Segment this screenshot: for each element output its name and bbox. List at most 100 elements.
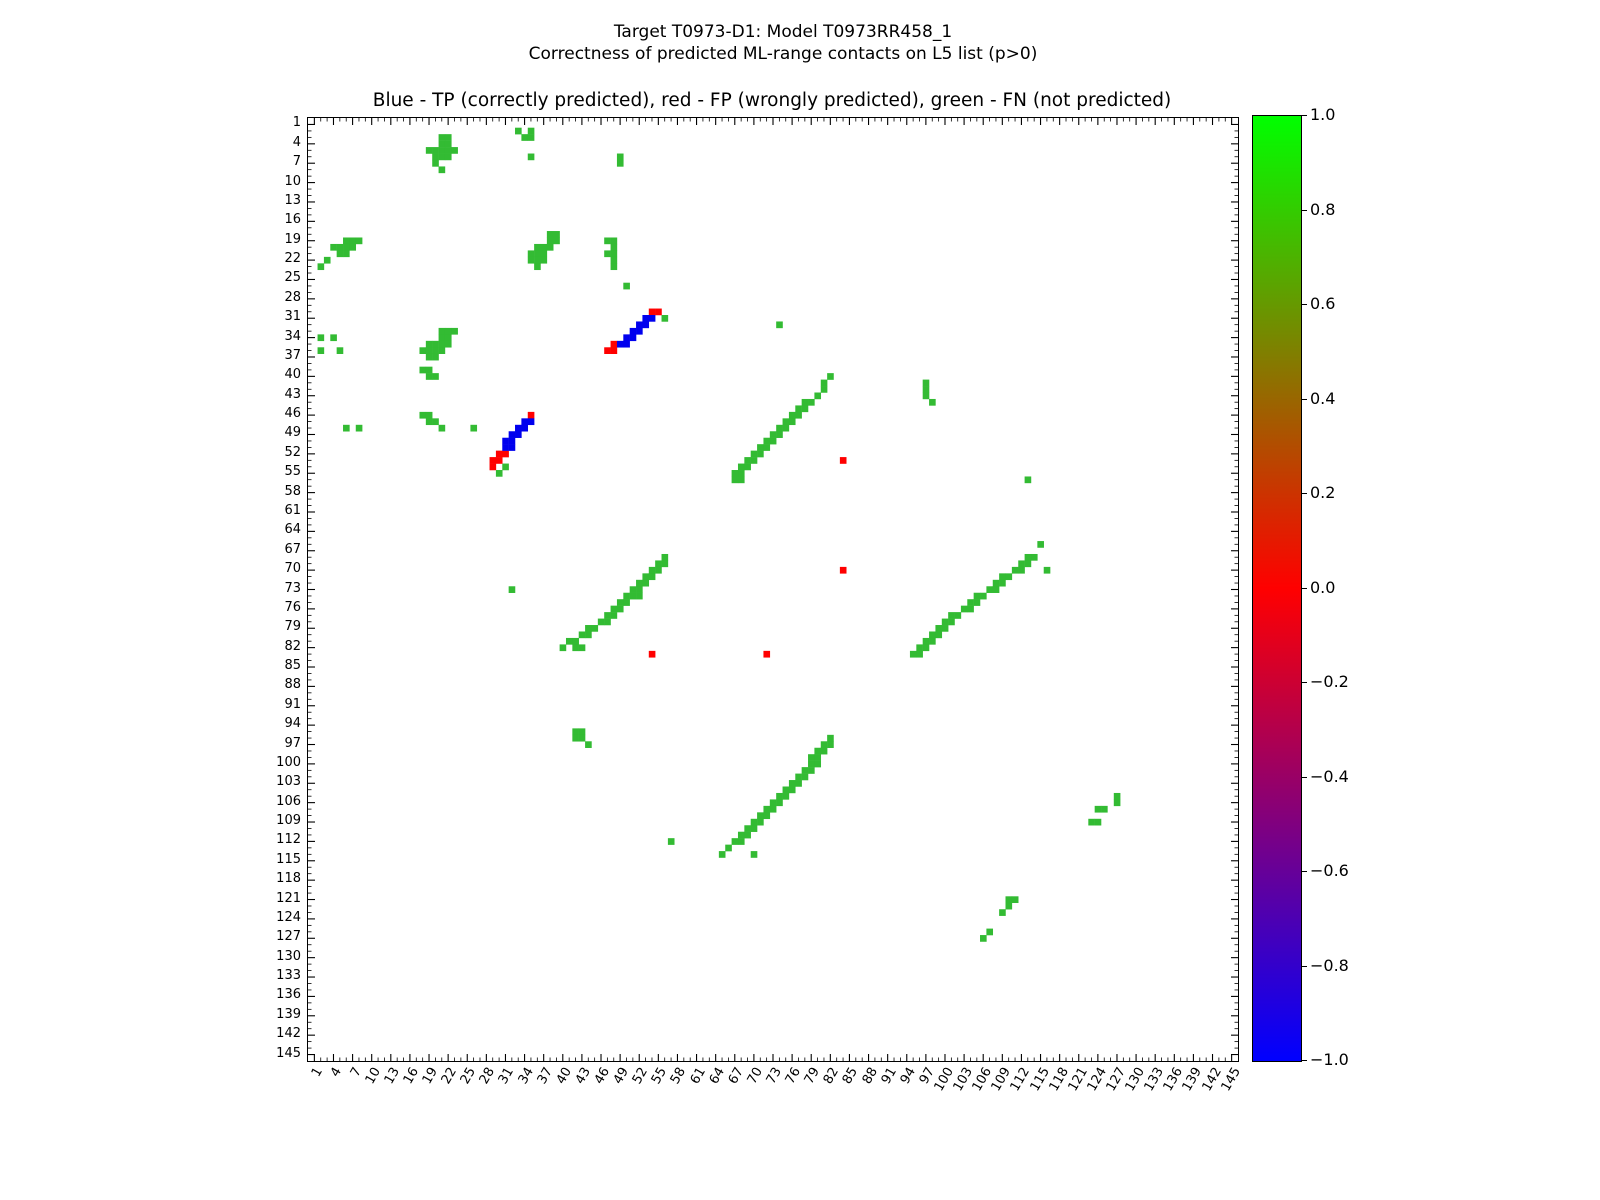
- contact-cell-fn: [814, 392, 822, 400]
- contact-cell-fn: [515, 127, 522, 135]
- contact-cell-fn: [922, 386, 930, 393]
- contact-cell-fn: [973, 599, 981, 606]
- contact-cell-fn: [648, 573, 656, 581]
- contact-cell-fn: [808, 760, 815, 768]
- contact-cell-fn: [585, 625, 592, 632]
- contact-cell-tp: [629, 327, 637, 335]
- y-tick-label: 10: [284, 173, 301, 189]
- y-tick-label: 37: [284, 347, 301, 363]
- y-tick-label: 64: [284, 522, 301, 538]
- contact-cell-fn: [655, 560, 662, 568]
- y-tick-label: 25: [284, 270, 301, 286]
- contact-cell-fn: [820, 379, 828, 387]
- y-tick-label: 49: [284, 425, 301, 441]
- contact-cell-fn: [540, 250, 548, 258]
- contact-cell-fn: [610, 612, 618, 619]
- contact-cell-fn: [642, 573, 650, 581]
- y-tick-label: 85: [284, 658, 301, 673]
- y-tick-label: 124: [276, 909, 301, 925]
- contact-cell-fn: [578, 734, 586, 742]
- contact-cell-fn: [750, 851, 758, 858]
- contact-cell-fn: [616, 605, 624, 613]
- contact-cell-fn: [604, 612, 611, 619]
- colorbar-tick-label: 1.0: [1310, 105, 1336, 124]
- contact-cell-fn: [444, 334, 452, 342]
- colorbar-tick-label: −1.0: [1310, 1050, 1349, 1069]
- contact-cell-fn: [986, 928, 994, 936]
- contact-cell-fn: [629, 592, 637, 600]
- contact-cell-fn: [438, 153, 446, 161]
- contact-cell-fp: [648, 650, 656, 658]
- contact-cell-fn: [801, 767, 809, 774]
- contact-cell-fn: [623, 592, 630, 600]
- colorbar-tick: [1301, 587, 1307, 589]
- contact-cell-fn: [827, 373, 834, 380]
- y-tick-label: 112: [276, 832, 301, 848]
- contact-cell-fn: [330, 243, 337, 251]
- contact-cell-fn: [948, 618, 955, 626]
- contact-cell-fn: [757, 450, 764, 458]
- y-tick-label: 19: [284, 231, 301, 247]
- contact-cell-fn: [1011, 896, 1019, 904]
- contact-cell-fn: [629, 586, 637, 593]
- y-tick-label: 136: [276, 987, 301, 1003]
- contact-cell-fp: [495, 457, 503, 464]
- contact-cell-fn: [788, 411, 796, 419]
- contact-cell-fn: [438, 140, 446, 148]
- contact-cell-fn: [750, 450, 758, 458]
- contact-cell-fn: [744, 831, 751, 839]
- contact-cell-fn: [744, 825, 751, 832]
- contact-cell-fn: [432, 153, 439, 161]
- y-tick-label: 40: [284, 367, 301, 383]
- contact-cell-fn: [438, 166, 446, 174]
- y-tick-label: 133: [276, 968, 301, 984]
- contact-cell-tp: [648, 315, 656, 322]
- contact-cell-fn: [788, 780, 796, 787]
- contact-cell-fn: [808, 754, 815, 761]
- contact-cell-tp: [636, 321, 643, 329]
- y-tick-label: 106: [276, 793, 301, 809]
- contact-cell-fn: [1043, 566, 1051, 574]
- contact-cell-fn: [967, 599, 974, 606]
- contact-cell-fn: [604, 250, 611, 258]
- contact-cell-fn: [616, 159, 624, 167]
- y-tick-label: 34: [284, 328, 301, 344]
- contact-cell-fn: [935, 631, 943, 639]
- contact-cell-fn: [737, 476, 745, 484]
- contact-cell-fn: [980, 935, 987, 942]
- contact-cell-fn: [578, 644, 586, 652]
- contact-cell-fn: [820, 741, 828, 748]
- contact-cell-fn: [546, 243, 554, 251]
- contact-cell-fn: [986, 586, 994, 593]
- contact-cell-fn: [343, 424, 350, 432]
- contact-cell-fn: [610, 256, 618, 264]
- contact-cell-fn: [597, 618, 605, 626]
- contact-cell-fn: [343, 243, 350, 251]
- contact-cell-fn: [1088, 818, 1095, 826]
- contact-cell-fn: [349, 237, 357, 245]
- contact-cell-tp: [508, 431, 516, 438]
- contact-cell-tp: [623, 340, 630, 348]
- contact-cell-fn: [999, 573, 1006, 581]
- colorbar-tick: [1301, 871, 1307, 872]
- contact-cell-fn: [1113, 799, 1121, 807]
- contact-cell-fn: [776, 321, 783, 329]
- contact-cell-fn: [527, 250, 535, 258]
- contact-cell-fn: [992, 586, 1000, 593]
- colorbar-tick-label: −0.2: [1310, 672, 1349, 691]
- colorbar-tick-label: 0.4: [1310, 388, 1336, 408]
- contact-cell-fn: [1101, 805, 1108, 813]
- contact-cell-fn: [1094, 805, 1102, 813]
- contact-cell-fn: [527, 134, 535, 141]
- y-tick-label: 145: [276, 1045, 301, 1061]
- contact-cell-fn: [757, 818, 764, 826]
- y-tick-label: 82: [284, 638, 301, 654]
- contact-cell-fn: [763, 444, 771, 451]
- contact-cell-fn: [444, 140, 452, 148]
- contact-cell-fn: [432, 147, 439, 154]
- contact-cell-fn: [444, 340, 452, 348]
- colorbar-tick: [1301, 682, 1307, 683]
- contact-cell-fn: [922, 637, 930, 645]
- contact-cell-fn: [546, 231, 554, 238]
- contact-cell-fn: [610, 263, 618, 271]
